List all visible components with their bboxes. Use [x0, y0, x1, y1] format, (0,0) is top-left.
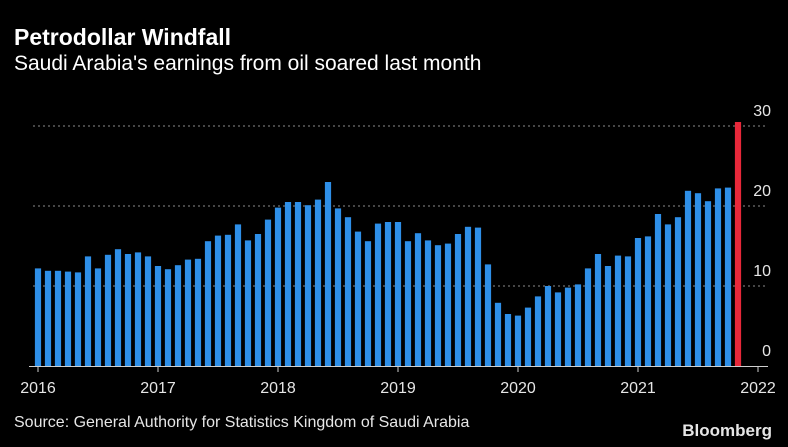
bar	[294, 202, 302, 366]
bar	[54, 270, 62, 366]
bar	[64, 271, 72, 366]
y-axis-ticks: 0 10 20 30	[753, 103, 771, 360]
bar	[324, 182, 332, 366]
x-tick-label: 2016	[20, 380, 56, 397]
bar	[614, 255, 622, 366]
bar	[494, 302, 502, 366]
bar	[184, 259, 192, 366]
bar	[714, 188, 722, 366]
chart-title: Petrodollar Windfall	[14, 24, 232, 50]
x-tick-label: 2019	[380, 380, 416, 397]
bar	[634, 238, 642, 366]
bar	[384, 222, 392, 366]
bar	[124, 254, 132, 366]
bar	[94, 268, 102, 366]
y-tick-label: 20	[753, 183, 771, 200]
bar	[644, 236, 652, 366]
y-tick-label: 10	[753, 263, 771, 280]
bar	[74, 272, 82, 366]
bars	[34, 122, 742, 366]
bar	[544, 286, 552, 366]
x-tick-label: 2017	[140, 380, 176, 397]
bar	[274, 207, 282, 366]
bar	[144, 256, 152, 366]
bar	[84, 256, 92, 366]
bar	[44, 270, 52, 366]
y-tick-label: 0	[762, 343, 771, 360]
bar	[194, 258, 202, 366]
bar	[554, 292, 562, 366]
bar	[314, 199, 322, 366]
bar	[594, 254, 602, 366]
bar	[214, 235, 222, 366]
bar	[374, 223, 382, 366]
bar	[464, 226, 472, 366]
bar	[114, 249, 122, 366]
x-tick-label: 2021	[620, 380, 656, 397]
bar	[604, 266, 612, 366]
bar	[694, 193, 702, 366]
bar	[704, 201, 712, 366]
x-axis-ticks: 2016 2017 2018 2019 2020 2021 2022	[20, 366, 776, 397]
x-tick-label: 2018	[260, 380, 296, 397]
bar	[34, 268, 42, 366]
bar	[504, 314, 512, 366]
bar	[684, 190, 692, 366]
bar	[164, 269, 172, 366]
bar	[524, 307, 532, 366]
bar	[664, 224, 672, 366]
x-tick-label: 2020	[500, 380, 536, 397]
bar	[174, 265, 182, 366]
bloomberg-logo: Bloomberg	[682, 421, 772, 440]
bar	[254, 234, 262, 366]
bar	[204, 241, 212, 366]
bar	[104, 254, 112, 366]
bar	[454, 234, 462, 366]
bar	[264, 219, 272, 366]
bar	[444, 243, 452, 366]
bar	[434, 245, 442, 366]
bar	[574, 284, 582, 366]
y-tick-label: 30	[753, 103, 771, 120]
bar	[304, 205, 312, 366]
bar	[514, 315, 522, 366]
bar	[224, 234, 232, 366]
bar	[394, 222, 402, 366]
bar	[234, 224, 242, 366]
bar	[284, 202, 292, 366]
bar	[564, 287, 572, 366]
bar	[474, 227, 482, 366]
bar	[624, 256, 632, 366]
x-tick-label: 2022	[740, 380, 776, 397]
bar	[424, 240, 432, 366]
bar	[344, 217, 352, 366]
bar	[534, 296, 542, 366]
highlight-bar	[734, 122, 742, 366]
chart-subtitle: Saudi Arabia's earnings from oil soared …	[14, 52, 482, 75]
bar	[584, 268, 592, 366]
bar	[724, 187, 732, 366]
bar	[364, 241, 372, 366]
bar	[134, 252, 142, 366]
bar	[654, 214, 662, 366]
bar	[334, 208, 342, 366]
bar	[354, 231, 362, 366]
bar	[484, 264, 492, 366]
source-note: Source: General Authority for Statistics…	[14, 414, 470, 431]
bar	[674, 217, 682, 366]
bar	[244, 240, 252, 366]
bar	[404, 241, 412, 366]
bar	[414, 233, 422, 366]
bar	[154, 266, 162, 366]
